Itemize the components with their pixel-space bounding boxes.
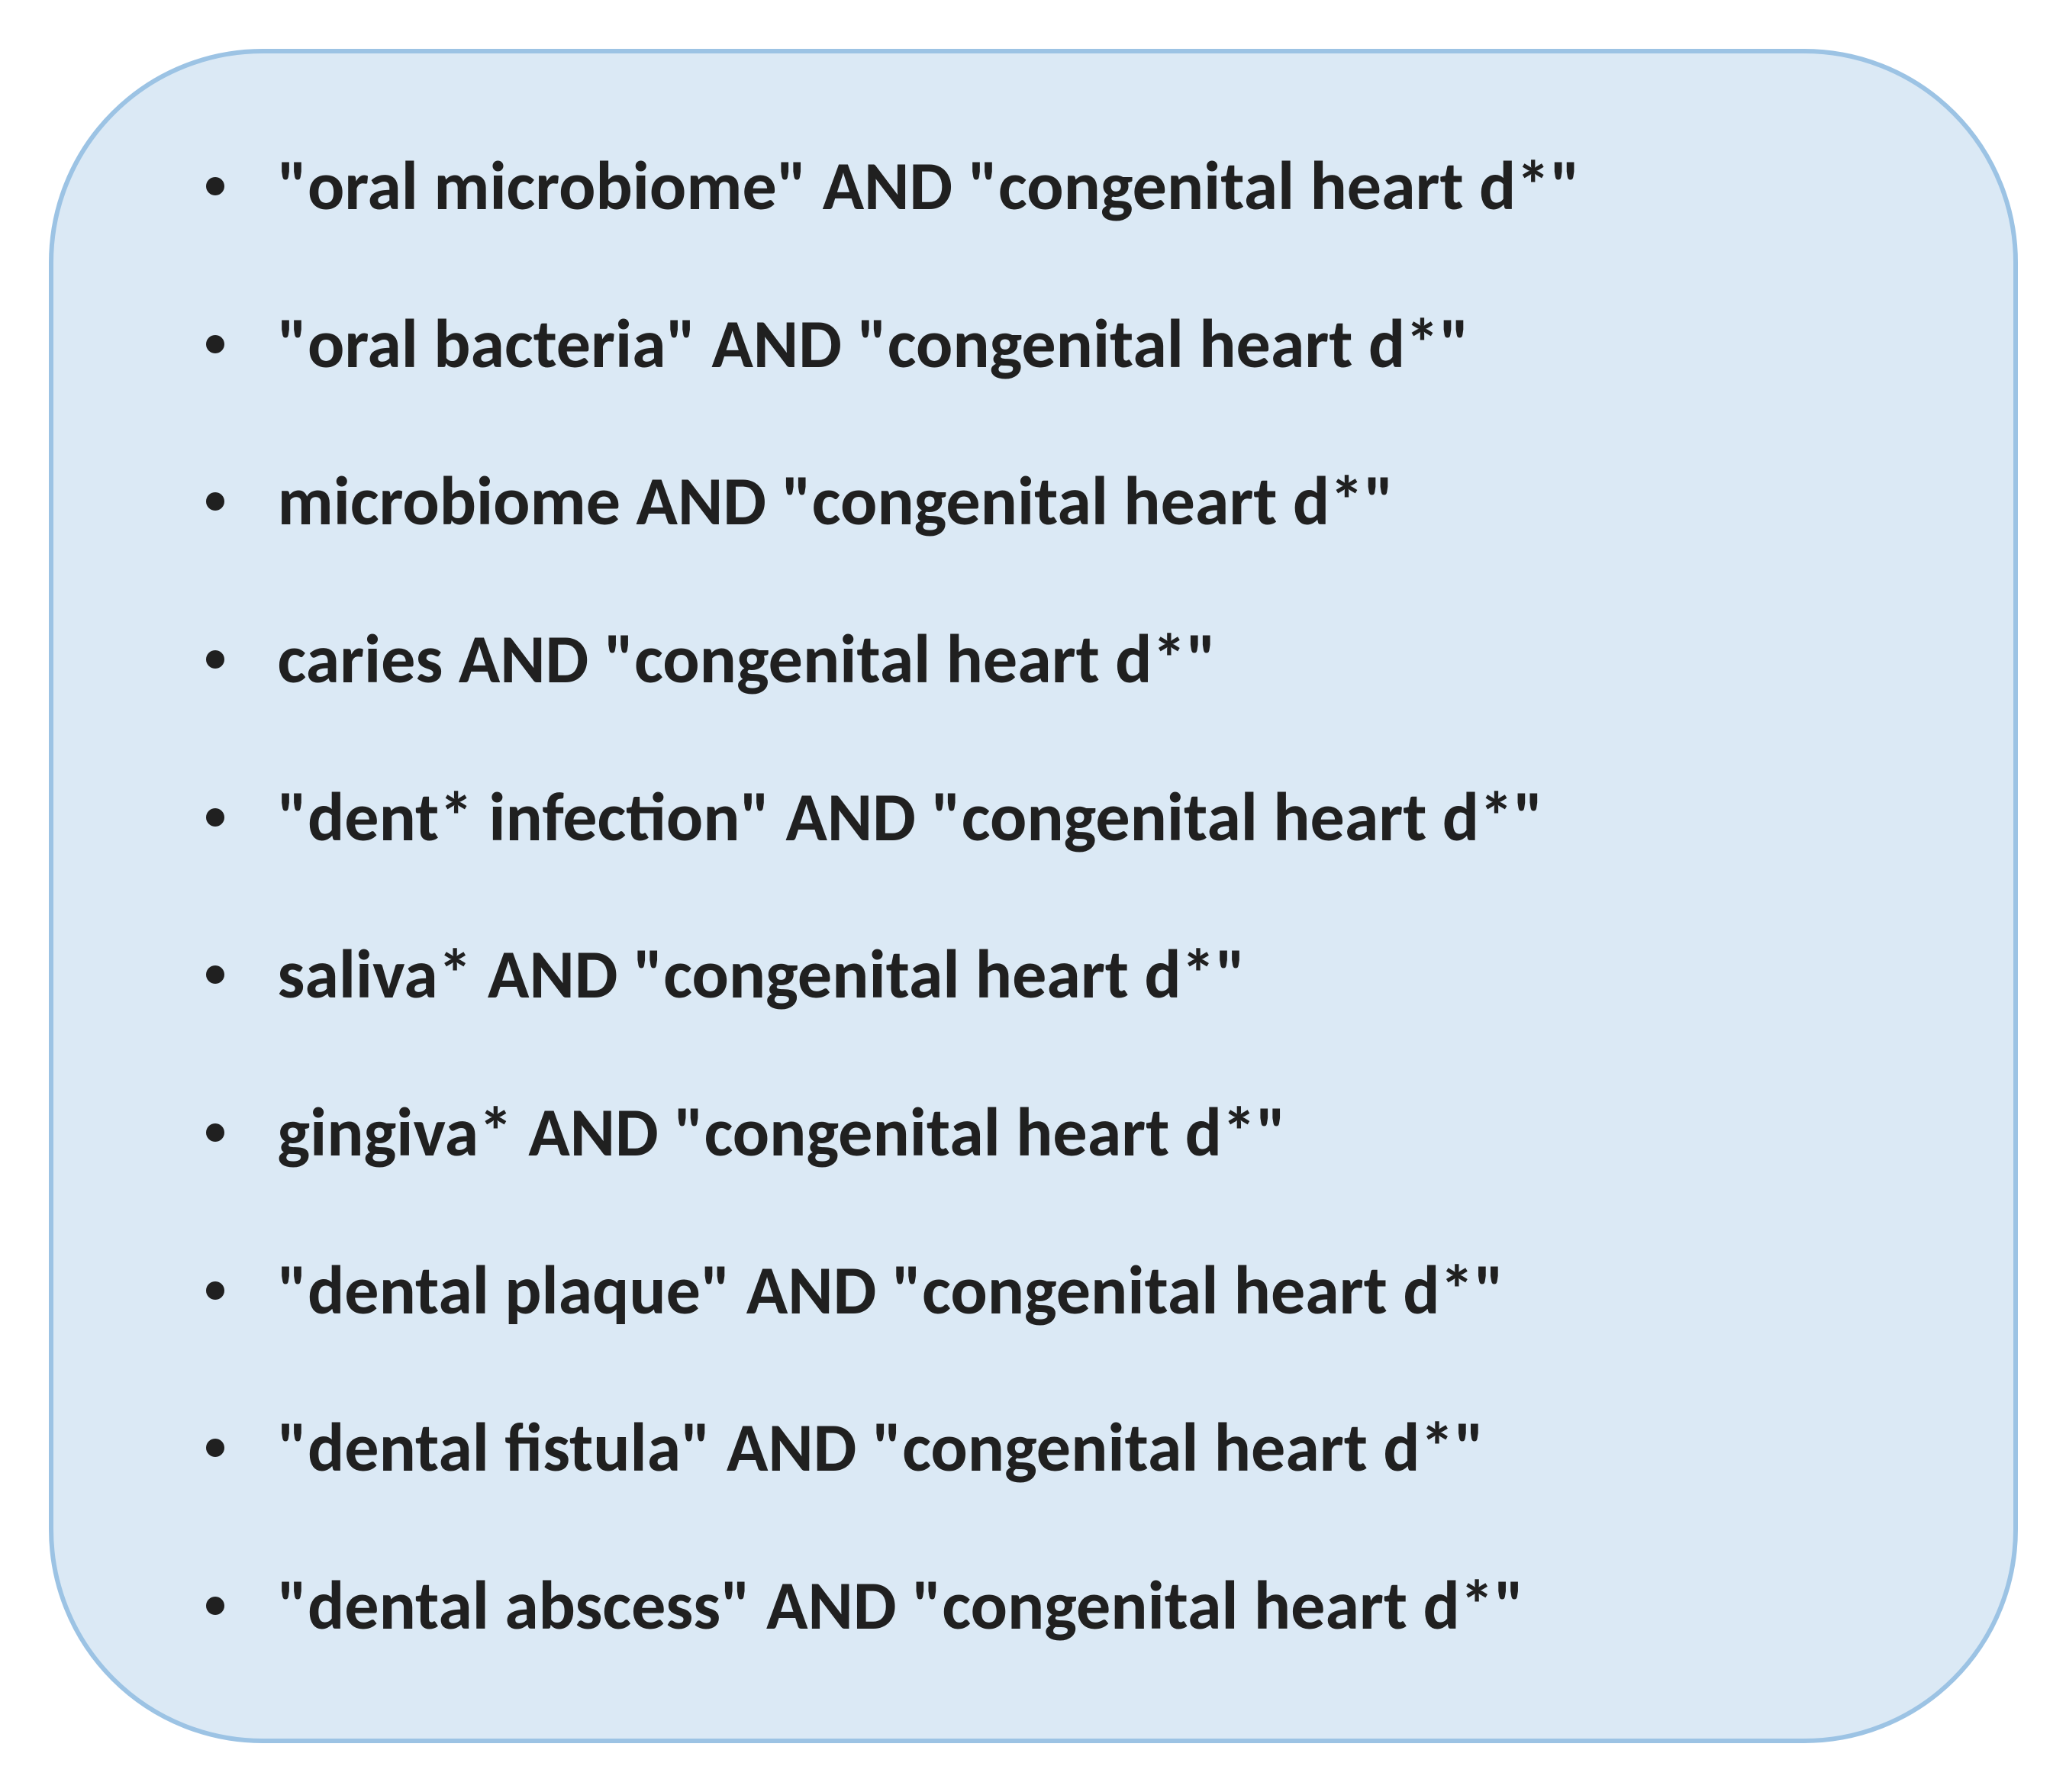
list-item-text: "oral bacteria" AND "congenital heart d*… (278, 303, 1470, 385)
list-item-text: gingiva* AND "congenital heart d*" (278, 1091, 1287, 1174)
bullet-icon (206, 335, 224, 353)
list-item-text: "dental plaque" AND "congenital heart d*… (278, 1249, 1504, 1332)
list-item: "dent* infection" AND "congenital heart … (206, 776, 1922, 859)
list-item: "dental abscess" AND "congenital heart d… (206, 1565, 1922, 1647)
list-item-text: "dental fistula" AND "congenital heart d… (278, 1407, 1484, 1489)
list-item-text: saliva* AND "congenital heart d*" (278, 933, 1246, 1016)
list-item-text: "dental abscess" AND "congenital heart d… (278, 1565, 1525, 1647)
bullet-icon (206, 650, 224, 669)
list-item-text: microbiome AND "congenital heart d*" (278, 460, 1394, 543)
list-item: "oral bacteria" AND "congenital heart d*… (206, 303, 1922, 385)
list-item-text: caries AND "congenital heart d*" (278, 618, 1217, 701)
search-terms-box: "oral microbiome" AND "congenital heart … (49, 49, 2018, 1743)
bullet-icon (206, 492, 224, 511)
list-item: "dental fistula" AND "congenital heart d… (206, 1407, 1922, 1489)
bullet-icon (206, 965, 224, 984)
bullet-icon (206, 1281, 224, 1300)
bullet-icon (206, 1439, 224, 1457)
list-item: "oral microbiome" AND "congenital heart … (206, 145, 1922, 227)
list-item: caries AND "congenital heart d*" (206, 618, 1922, 701)
bullet-icon (206, 1597, 224, 1615)
list-item: "dental plaque" AND "congenital heart d*… (206, 1249, 1922, 1332)
list-item: microbiome AND "congenital heart d*" (206, 460, 1922, 543)
bullet-icon (206, 1123, 224, 1142)
list-item: gingiva* AND "congenital heart d*" (206, 1091, 1922, 1174)
list-item-text: "oral microbiome" AND "congenital heart … (278, 145, 1581, 227)
list-item-text: "dent* infection" AND "congenital heart … (278, 776, 1544, 859)
list-item: saliva* AND "congenital heart d*" (206, 933, 1922, 1016)
bullet-icon (206, 808, 224, 827)
bullet-icon (206, 177, 224, 195)
